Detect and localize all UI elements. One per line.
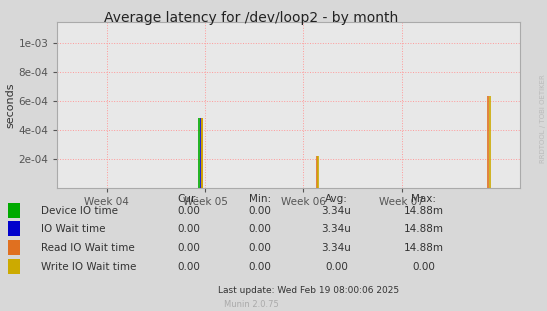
Text: 0.00: 0.00 xyxy=(177,262,200,272)
Text: 0.00: 0.00 xyxy=(177,224,200,234)
Y-axis label: seconds: seconds xyxy=(6,82,16,128)
Text: 0.00: 0.00 xyxy=(412,262,435,272)
Text: RRDTOOL / TOBI OETIKER: RRDTOOL / TOBI OETIKER xyxy=(540,74,546,163)
Text: 3.34u: 3.34u xyxy=(322,224,351,234)
Text: 0.00: 0.00 xyxy=(325,262,348,272)
Text: 0.00: 0.00 xyxy=(177,206,200,216)
Text: 0.00: 0.00 xyxy=(177,243,200,253)
Text: Cur:: Cur: xyxy=(178,194,200,204)
Text: 0.00: 0.00 xyxy=(248,243,271,253)
Text: Write IO Wait time: Write IO Wait time xyxy=(41,262,136,272)
Text: 0.00: 0.00 xyxy=(248,206,271,216)
Text: Device IO time: Device IO time xyxy=(41,206,118,216)
Text: 3.34u: 3.34u xyxy=(322,206,351,216)
Text: Max:: Max: xyxy=(411,194,437,204)
Text: Average latency for /dev/loop2 - by month: Average latency for /dev/loop2 - by mont… xyxy=(104,11,399,25)
Text: 14.88m: 14.88m xyxy=(404,206,444,216)
Text: Munin 2.0.75: Munin 2.0.75 xyxy=(224,300,279,309)
Text: IO Wait time: IO Wait time xyxy=(41,224,106,234)
Text: 14.88m: 14.88m xyxy=(404,224,444,234)
Text: Last update: Wed Feb 19 08:00:06 2025: Last update: Wed Feb 19 08:00:06 2025 xyxy=(218,286,400,295)
Text: Read IO Wait time: Read IO Wait time xyxy=(41,243,135,253)
Text: Min:: Min: xyxy=(249,194,271,204)
Text: 0.00: 0.00 xyxy=(248,262,271,272)
Text: 14.88m: 14.88m xyxy=(404,243,444,253)
Text: Avg:: Avg: xyxy=(325,194,348,204)
Text: 3.34u: 3.34u xyxy=(322,243,351,253)
Text: 0.00: 0.00 xyxy=(248,224,271,234)
